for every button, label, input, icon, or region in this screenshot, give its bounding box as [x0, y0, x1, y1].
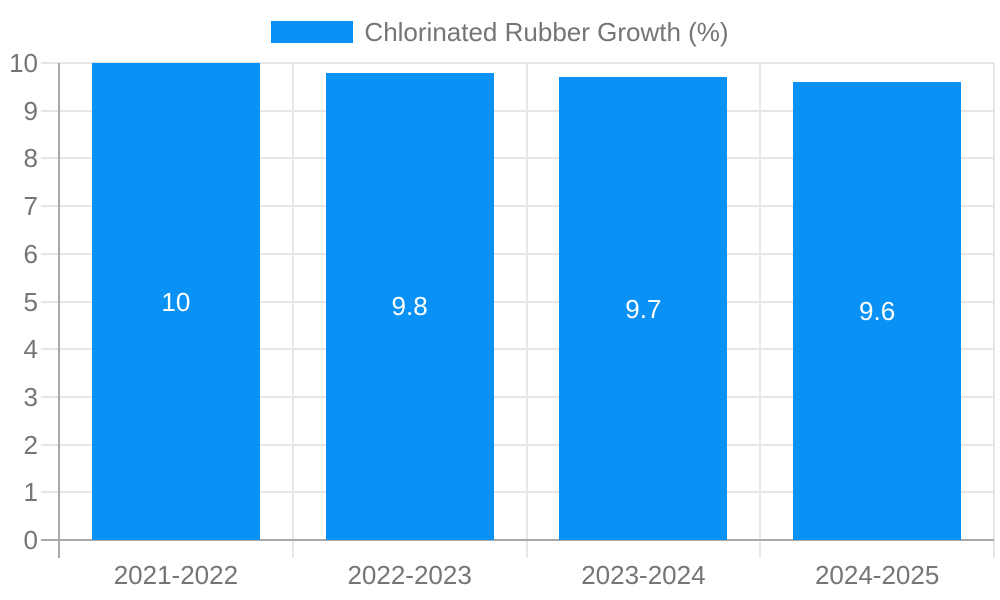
y-tick-label: 3: [23, 381, 38, 412]
bar-value-label: 9.6: [859, 296, 896, 327]
y-axis-line: [58, 63, 60, 558]
x-tick-label: 2024-2025: [814, 560, 940, 590]
x-axis-line: [41, 539, 994, 541]
y-tick-label: 2: [23, 429, 38, 460]
y-tick-label: 7: [23, 191, 38, 222]
y-tick-label: 5: [23, 286, 38, 317]
gridline-horizontal: [41, 491, 994, 494]
gridline-vertical: [993, 63, 995, 558]
bar-2023-2024[interactable]: 9.7: [559, 77, 728, 540]
gridline-vertical: [291, 63, 294, 558]
bar-value-label: 10: [161, 286, 191, 317]
y-tick-label: 10: [9, 48, 38, 78]
gridline-vertical: [525, 63, 528, 558]
y-tick-label: 1: [23, 477, 38, 508]
plot-area: 10 9.8 9.7 9.6: [41, 62, 995, 558]
y-tick-label: 9: [23, 95, 38, 126]
legend-color-swatch: [271, 21, 354, 43]
gridline-horizontal: [41, 157, 994, 160]
x-tick-label: 2021-2022: [113, 560, 239, 590]
chart-legend: Chlorinated Rubber Growth (%): [0, 18, 1000, 46]
gridline-horizontal: [41, 62, 994, 64]
gridline-horizontal: [41, 443, 994, 446]
y-tick-label: 4: [23, 334, 38, 365]
gridline-horizontal: [41, 252, 994, 255]
bar-2024-2025[interactable]: 9.6: [793, 82, 962, 540]
bar-value-label: 9.8: [391, 291, 428, 322]
x-tick-label: 2023-2024: [581, 560, 706, 590]
gridline-vertical: [759, 63, 762, 558]
y-tick-label: 8: [23, 143, 38, 174]
y-tick-label: 6: [23, 238, 38, 269]
x-tick-label: 2022-2023: [347, 560, 472, 590]
gridline-horizontal: [41, 109, 994, 112]
legend-label: Chlorinated Rubber Growth (%): [364, 17, 729, 47]
y-tick-label: 0: [23, 525, 38, 555]
gridline-horizontal: [41, 205, 994, 208]
legend-item-chlorinated-rubber-growth[interactable]: Chlorinated Rubber Growth (%): [271, 17, 729, 47]
bar-2021-2022[interactable]: 10: [91, 63, 260, 540]
bar-2022-2023[interactable]: 9.8: [325, 72, 494, 540]
gridline-horizontal: [41, 395, 994, 398]
gridline-horizontal: [41, 300, 994, 303]
gridline-horizontal: [41, 348, 994, 351]
bar-value-label: 9.7: [625, 293, 662, 324]
